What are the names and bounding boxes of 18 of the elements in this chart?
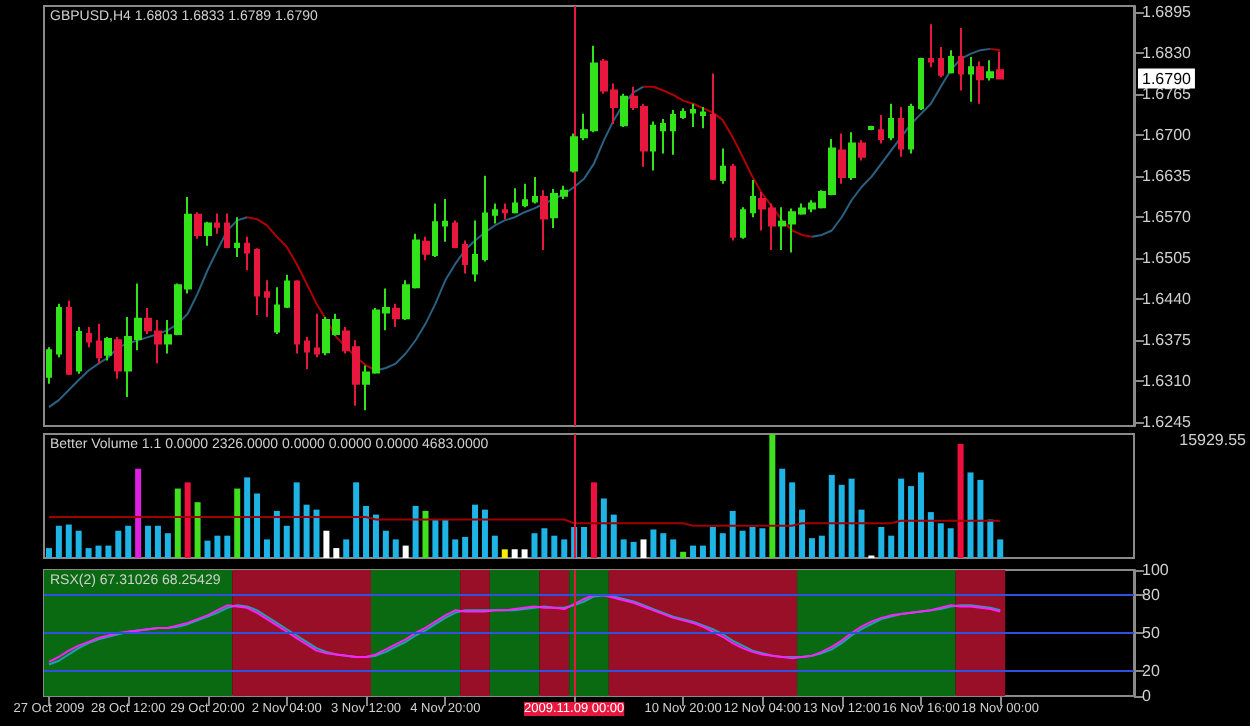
y-tick-label: 1.6895	[1142, 3, 1193, 22]
y-tick-label: 1.6635	[1142, 167, 1193, 186]
y-tick-label: 1.6245	[1142, 413, 1193, 432]
y-tick-label: 0	[1142, 687, 1152, 705]
y-tick-label: 1.6765	[1142, 85, 1193, 104]
annotation: 1.6790	[1142, 69, 1193, 88]
y-tick-label: 50	[1142, 624, 1161, 642]
y-tick-label: 1.6570	[1142, 208, 1193, 227]
y-tick-label: 1.6505	[1142, 249, 1193, 268]
y-tick-label: 1.6830	[1142, 44, 1193, 63]
y-tick-label: 1.6440	[1142, 290, 1193, 309]
y-tick-label: 1.6310	[1142, 372, 1193, 391]
y-tick-label: 1.6700	[1142, 126, 1193, 145]
y-tick-label: 20	[1142, 661, 1161, 680]
y-tick-label: 80	[1142, 586, 1161, 605]
text: 15929.55	[1179, 431, 1248, 449]
y-tick-label: 1.6375	[1142, 331, 1193, 350]
y-tick-label: 100	[1142, 561, 1170, 579]
